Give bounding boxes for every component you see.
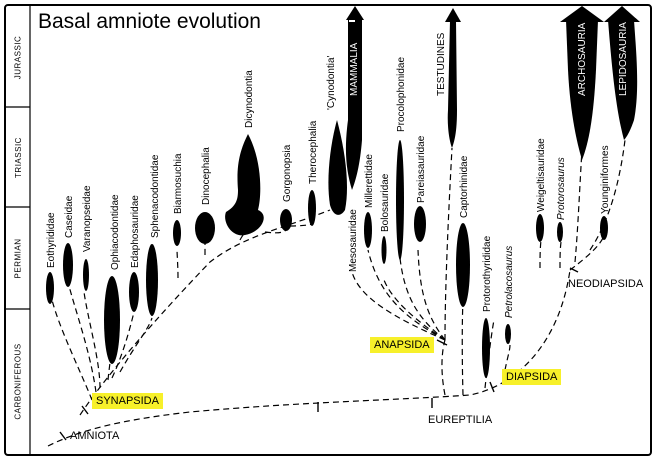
label-archosauria: ARCHOSAURIA <box>577 22 588 96</box>
clade-diapsida: DIAPSIDA <box>502 369 562 385</box>
spindle-dicynodontia <box>225 134 264 236</box>
spindles <box>46 6 640 378</box>
label-varanopseidae: Varanopseidae <box>82 185 93 252</box>
label-mammalia: MAMMALIA <box>349 42 360 96</box>
label-younginiformes: Younginiformes <box>600 145 611 214</box>
label-procolophonidae: Procolophonidae <box>396 57 407 132</box>
label-dinocephalia: Dinocephalia <box>201 147 212 205</box>
label-petrolacosaurus: Petrolacosaurus <box>504 246 515 318</box>
spindle-gorgonopsia <box>280 209 292 231</box>
label-testudines: TESTUDINES <box>436 32 447 96</box>
branch-amniota <box>47 269 571 447</box>
label-mesosauridae: Mesosauridae <box>348 209 359 272</box>
spindle-captorhinidae <box>456 223 470 307</box>
arrow-mammalia <box>346 6 364 20</box>
spindle-millerettidae <box>364 212 372 248</box>
label-gorgonopsia: Gorgonopsia <box>282 144 293 202</box>
label-ophiacodontidae: Ophiacodontidae <box>110 194 121 270</box>
spindle-lepidosauria <box>608 20 638 140</box>
label-biarmosuchia: Biarmosuchia <box>173 153 184 214</box>
label-therocephalia: Therocephalia <box>308 120 319 184</box>
spindle-mammalia <box>345 10 362 190</box>
spindle-ophiacodontidae <box>104 276 120 364</box>
clade-synapsida: SYNAPSIDA <box>92 393 163 409</box>
spindle-eothyrididae <box>46 272 54 304</box>
label-caseidae: Caseidae <box>64 195 75 238</box>
label-bolosauridae: Bolosauridae <box>380 173 391 232</box>
arrow-lepidosauria <box>604 6 640 22</box>
label-eothyrididae: Eothyrididae <box>46 212 57 268</box>
label-protorothyrididae: Protorothyrididae <box>482 235 493 312</box>
spindle-sphenacodontidae <box>146 244 158 316</box>
spindle-weigeltisauridae <box>536 214 544 242</box>
diagram-frame <box>4 4 652 456</box>
arrow-archosauria <box>560 6 604 22</box>
label-weigeltisauridae: Weigeltisauridae <box>536 138 547 212</box>
clade-neodiapsida: NEODIAPSIDA <box>568 278 644 290</box>
label-captorhinidae: Captorhinidae <box>459 155 470 218</box>
spindle-edaphosauridae <box>129 272 139 312</box>
spindle-protorosaurus <box>557 222 563 242</box>
spindle-bolosauridae <box>381 236 387 264</box>
spindle-procolophonidae <box>396 140 404 260</box>
spindle-petrolacosaurus <box>505 324 511 344</box>
spindle-therocephalia <box>308 190 316 226</box>
branch-anapsid-trunk <box>441 339 446 396</box>
label-sphenacodontidae: Sphenacodontidae <box>150 154 161 238</box>
arrow-testudines <box>445 8 461 22</box>
spindle-testudines <box>447 20 457 148</box>
label-protorosaurus: Protorosaurus <box>556 157 567 220</box>
spindle-protorothyrididae <box>482 318 490 378</box>
spindle-archosauria <box>566 20 598 160</box>
label-cynodontia: 'Cynodontia' <box>326 56 337 111</box>
clade-eureptilia: EUREPTILIA <box>428 414 493 426</box>
taxon-labels: Eothyrididae Caseidae Varanopseidae Ophi… <box>46 22 629 318</box>
spindle-varanopseidae <box>83 259 89 291</box>
spindle-dinocephalia <box>195 212 215 244</box>
label-lepidosauria: LEPIDOSAURIA <box>618 22 629 96</box>
spindle-younginiformes <box>600 216 608 240</box>
label-edaphosauridae: Edaphosauridae <box>130 195 141 268</box>
label-millerettidae: Millerettidae <box>364 154 375 208</box>
period-column <box>6 6 31 454</box>
diagram-title: Basal amniote evolution <box>38 10 261 33</box>
clade-amniota: AMNIOTA <box>70 430 120 442</box>
spindle-biarmosuchia <box>173 220 181 246</box>
spindle-cynodontia <box>328 120 348 215</box>
spindle-caseidae <box>63 243 73 287</box>
node-ticks <box>59 267 579 441</box>
label-dicynodontia: Dicynodontia <box>244 70 255 128</box>
clade-anapsida: ANAPSIDA <box>370 337 434 353</box>
spindle-pareiasauridae <box>414 206 426 242</box>
label-pareiasauridae: Pareiasauridae <box>416 135 427 203</box>
